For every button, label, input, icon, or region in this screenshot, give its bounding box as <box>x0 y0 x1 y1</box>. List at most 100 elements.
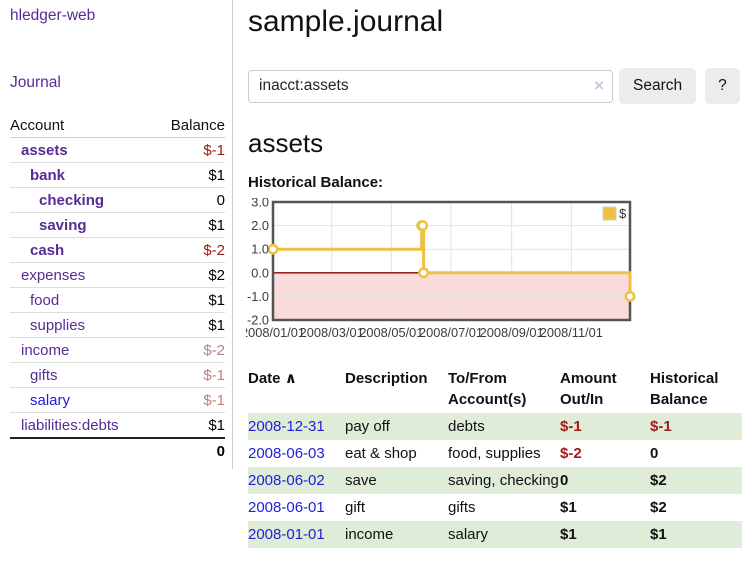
accounts-column-header-balance: Balance <box>153 113 225 138</box>
transaction-balance: $1 <box>650 521 742 548</box>
data-point-marker <box>267 243 279 255</box>
account-row: expenses $2 <box>10 262 225 288</box>
account-row: bank $1 <box>10 162 225 188</box>
account-row: checking 0 <box>10 187 225 213</box>
transaction-accounts: salary <box>448 521 560 548</box>
transaction-accounts: saving, checking <box>448 467 560 494</box>
transaction-description: save <box>345 467 448 494</box>
transaction-balance: $-1 <box>650 413 742 440</box>
accounts-column-header-account: Account <box>10 113 154 138</box>
sidebar-account-link[interactable]: gifts <box>30 367 58 384</box>
search-input[interactable] <box>248 69 613 103</box>
sidebar-account-link[interactable]: supplies <box>30 317 86 334</box>
transaction-balance: 0 <box>650 445 659 462</box>
x-axis-tick-label: 2008/01/01 <box>246 325 305 340</box>
transaction-description: eat & shop <box>345 445 417 462</box>
y-axis-tick-label: -2.0 <box>247 313 269 328</box>
sidebar-item-journal[interactable]: Journal <box>10 74 61 91</box>
transaction-date-link[interactable]: 2008-12-31 <box>248 418 325 435</box>
account-balance: $1 <box>153 287 225 313</box>
main-content: sample.journal × Search ? assets Histori… <box>234 0 742 548</box>
account-balance: $-2 <box>153 237 225 263</box>
transaction-accounts: food, supplies <box>448 445 541 462</box>
x-axis-tick-label: 2008/09/01 <box>480 325 544 340</box>
date-header-label: Date <box>248 370 281 387</box>
x-axis-tick-label: 2008/05/01 <box>359 325 423 340</box>
sidebar-account-link[interactable]: checking <box>39 192 105 209</box>
app-brand-link[interactable]: hledger-web <box>10 7 96 24</box>
account-balance: $1 <box>153 212 225 238</box>
account-row: salary $-1 <box>10 387 225 413</box>
register-table-body: 2008-12-31 pay off debts $-1 $-1 2008-06-03 ea… <box>248 413 742 548</box>
sidebar-account-link[interactable]: bank <box>30 167 66 184</box>
data-point-marker <box>624 290 636 302</box>
sidebar-account-link[interactable]: assets <box>21 142 68 159</box>
sidebar-account-link[interactable]: expenses <box>21 267 86 284</box>
register-column-header-amount: Amount Out/In <box>560 370 617 408</box>
clear-search-icon[interactable]: × <box>594 75 604 95</box>
account-row: assets $-1 <box>10 138 225 163</box>
account-balance: $1 <box>153 162 225 188</box>
help-button[interactable]: ? <box>705 68 740 104</box>
transaction-amount: $1 <box>560 521 650 548</box>
search-button[interactable]: Search <box>619 68 697 104</box>
account-balance: $2 <box>153 262 225 288</box>
account-balance: $-1 <box>153 387 225 413</box>
transaction-description: pay off <box>345 413 448 440</box>
balance-chart-svg: $3.0 2.0 1.0 0.0 -1.0 -2.02008/01/012008/03/0… <box>241 195 636 340</box>
sidebar-account-link[interactable]: cash <box>30 242 65 259</box>
transaction-accounts: debts <box>448 413 560 440</box>
register-table: Date ∧ Description To/From Account(s) Am… <box>248 365 742 548</box>
transaction-date-link[interactable]: 2008-06-03 <box>248 445 325 462</box>
account-balance: $-1 <box>153 362 225 388</box>
sidebar-account-link[interactable]: income <box>21 342 70 359</box>
x-axis-tick-label: 2008/03/01 <box>300 325 364 340</box>
account-balance: $1 <box>153 312 225 338</box>
transaction-amount: $1 <box>560 499 577 516</box>
register-row: 2008-12-31 pay off debts $-1 $-1 <box>248 413 742 440</box>
transaction-amount: $-1 <box>560 413 650 440</box>
register-column-header-date[interactable]: Date ∧ <box>248 365 345 413</box>
search-form: × Search ? <box>248 68 742 104</box>
transaction-description: gift <box>345 499 366 516</box>
register-row: 2008-06-02 save saving, checking 0 $2 <box>248 467 742 494</box>
sort-ascending-icon: ∧ <box>284 370 297 387</box>
account-balance: $1 <box>153 412 225 438</box>
account-balance: $-1 <box>203 142 225 159</box>
page-title: sample.journal <box>248 5 444 38</box>
transaction-description: income <box>345 521 448 548</box>
sidebar-account-link[interactable]: saving <box>39 217 87 234</box>
y-axis-tick-label: 3.0 <box>251 198 269 210</box>
transaction-balance: $2 <box>650 499 667 516</box>
account-row: cash $-2 <box>10 237 225 263</box>
register-column-header-balance: Historical Balance <box>650 370 719 408</box>
sidebar-inner: hledger-web Journal Account Balance asse… <box>0 0 233 469</box>
transaction-date-link[interactable]: 2008-06-02 <box>248 472 325 489</box>
data-point-marker <box>418 267 430 279</box>
register-row: 2008-06-03 eat & shop food, supplies $-2 0 <box>248 440 742 467</box>
chart-dynamic-layer: $3.0 2.0 1.0 0.0 -1.0 -2.02008/01/012008/03/0… <box>241 195 636 340</box>
y-axis-tick-label: 2.0 <box>251 218 269 233</box>
x-axis-tick-label: 2008/07/01 <box>419 325 483 340</box>
account-row: gifts $-1 <box>10 362 225 388</box>
register-column-header-description: Description <box>345 370 428 387</box>
sidebar-account-link[interactable]: salary <box>30 392 71 409</box>
sidebar-account-link[interactable]: liabilities:debts <box>21 417 119 434</box>
account-row: saving $1 <box>10 212 225 238</box>
accounts-total-value: 0 <box>153 437 225 463</box>
transaction-date-link[interactable]: 2008-01-01 <box>248 526 325 543</box>
register-row: 2008-01-01 income salary $1 $1 <box>248 521 742 548</box>
accounts-total-row: 0 <box>10 437 225 463</box>
sidebar-account-link[interactable]: food <box>30 292 60 309</box>
register-column-header-accounts: To/From Account(s) <box>448 370 527 408</box>
sidebar: hledger-web Journal Account Balance asse… <box>0 0 233 469</box>
y-axis-tick-label: 0.0 <box>251 265 269 280</box>
account-balance: $-2 <box>153 337 225 363</box>
y-axis-tick-label: 1.0 <box>251 242 269 257</box>
transaction-date-link[interactable]: 2008-06-01 <box>248 499 325 516</box>
account-row: supplies $1 <box>10 312 225 338</box>
y-axis-tick-label: -1.0 <box>247 289 269 304</box>
accounts-total-spacer <box>10 437 154 463</box>
transaction-balance: $2 <box>650 467 742 494</box>
transaction-accounts: gifts <box>448 499 476 516</box>
